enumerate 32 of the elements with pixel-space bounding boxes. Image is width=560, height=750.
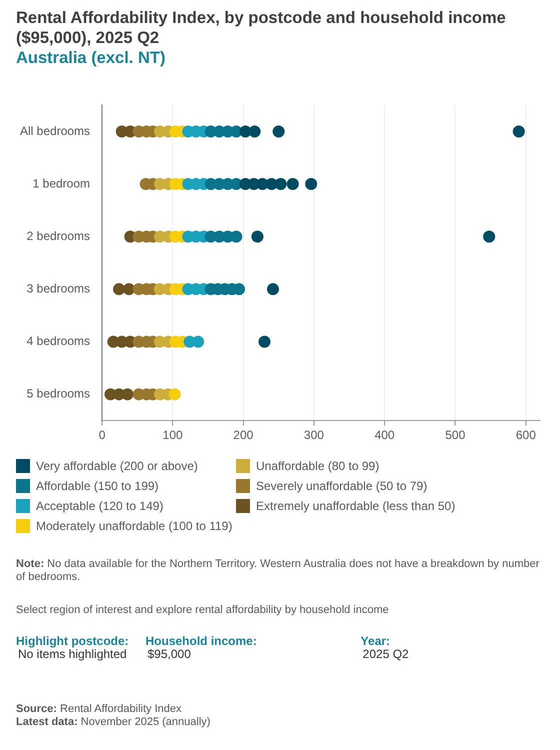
text: 2025 Q2 xyxy=(362,647,410,661)
x-tick-label: 600 xyxy=(516,428,536,442)
legend-label: Severely unaffordable (50 to 79) xyxy=(256,479,428,493)
legend-label: Very affordable (200 or above) xyxy=(36,459,198,473)
text: No items highlighted xyxy=(18,647,127,661)
x-tick-label: 200 xyxy=(233,428,254,442)
y-tick-label: 5 bedrooms xyxy=(26,386,90,401)
legend-label: Acceptable (120 to 149) xyxy=(36,499,164,513)
legend-label: Moderately unaffordable (100 to 119) xyxy=(36,519,232,533)
text: Year: xyxy=(360,634,392,648)
legend-label: Affordable (150 to 199) xyxy=(36,479,159,493)
chart-title: Rental Affordability Index, by postcode and household income ($95,000), 2025 Q2 xyxy=(15,8,507,48)
legend-label: Unaffordable (80 to 99) xyxy=(256,459,380,473)
y-tick-label: 3 bedrooms xyxy=(26,281,90,296)
y-tick-label: 1 bedroom xyxy=(32,176,90,190)
y-tick-label: 2 bedrooms xyxy=(26,228,90,243)
y-tick-label: All bedrooms xyxy=(20,124,90,138)
x-tick-label: 300 xyxy=(304,428,324,442)
text: Household income: xyxy=(146,634,258,648)
text: Latest data: November 2025 (annually) xyxy=(16,716,210,728)
source-note: Source: Rental Affordability Index xyxy=(16,703,182,715)
text: $95,000 xyxy=(146,647,192,661)
y-tick-label: 4 bedrooms xyxy=(26,334,90,348)
x-tick-label: 0 xyxy=(98,428,106,442)
x-tick-label: 400 xyxy=(374,428,395,442)
text: Note: No data available for the Northern Territory. Western Australia does not have a breakdown by number of bedrooms. xyxy=(16,558,540,583)
x-tick-label: 500 xyxy=(445,428,466,442)
x-tick-label: 100 xyxy=(162,428,184,442)
legend-label: Extremely unaffordable (less than 50) xyxy=(256,499,456,513)
text: Highlight postcode: xyxy=(16,634,130,648)
text: Select region of interest and explore rental affordability by household income xyxy=(16,604,390,617)
chart-subtitle: Australia (excl. NT) xyxy=(15,48,166,68)
